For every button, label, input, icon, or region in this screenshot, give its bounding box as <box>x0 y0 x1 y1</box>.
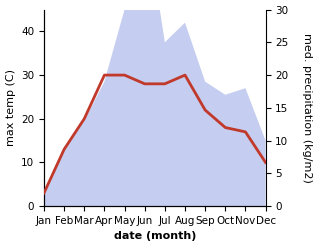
Y-axis label: max temp (C): max temp (C) <box>5 69 16 146</box>
Y-axis label: med. precipitation (kg/m2): med. precipitation (kg/m2) <box>302 33 313 183</box>
X-axis label: date (month): date (month) <box>114 231 196 242</box>
